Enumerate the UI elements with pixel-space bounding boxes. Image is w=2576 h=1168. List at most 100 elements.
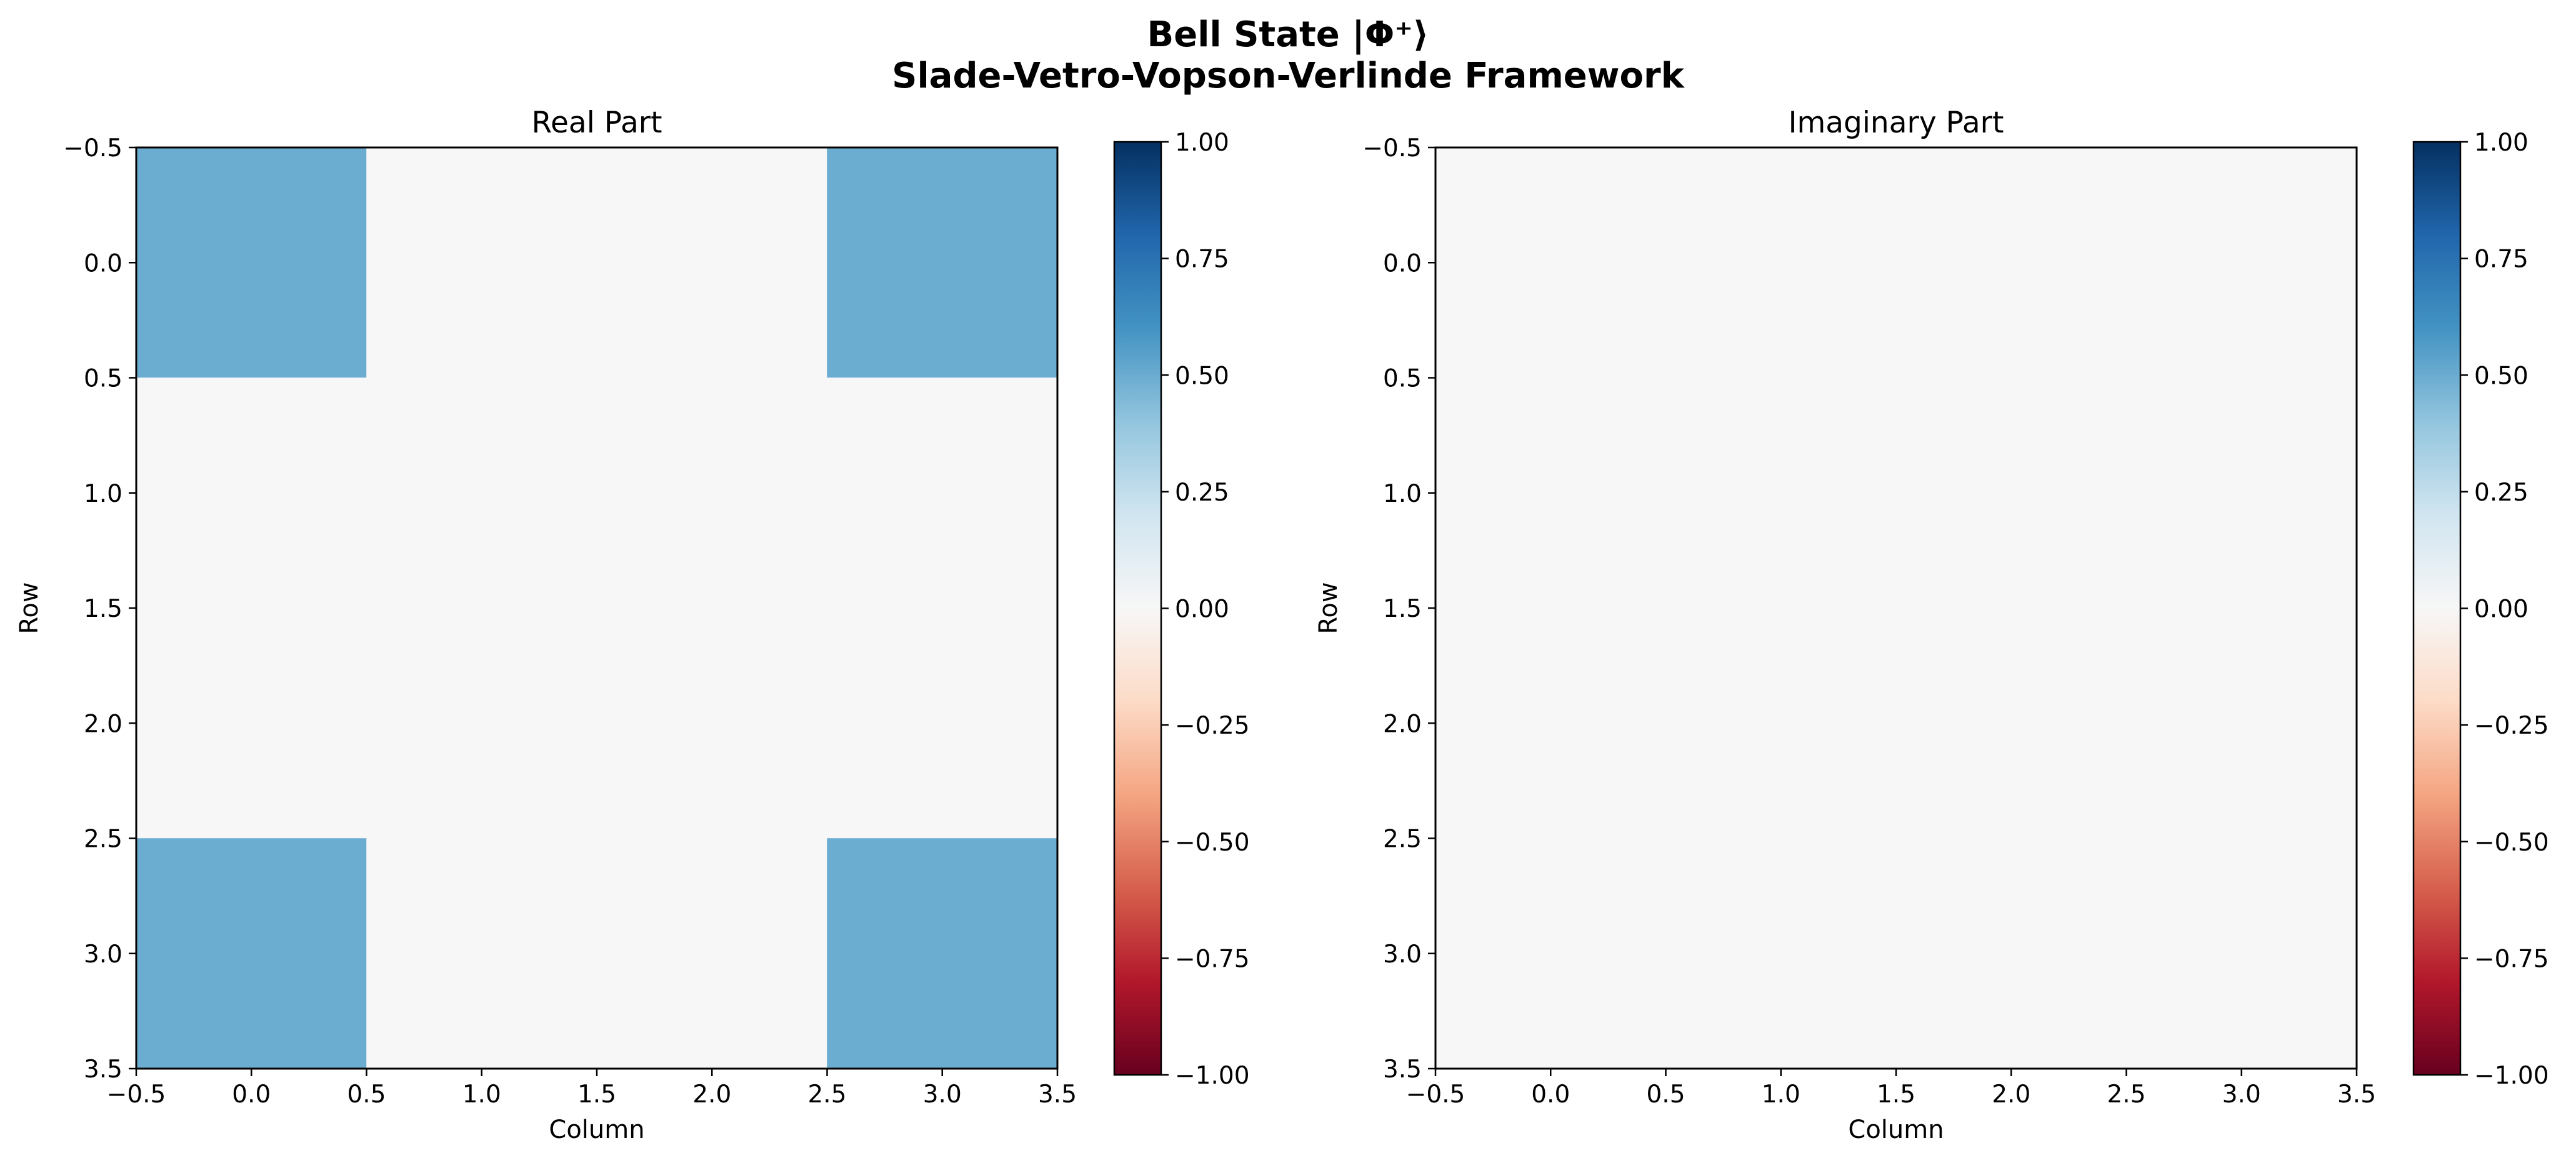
real-cell-r3-c0 xyxy=(136,838,367,1069)
real-colorbar-tick-label: 0.50 xyxy=(1175,362,1229,390)
real-colorbar-tick-label: 0.25 xyxy=(1175,479,1229,507)
imag-y-tick-label: 3.0 xyxy=(1383,941,1422,969)
real-x-tick-label: 3.5 xyxy=(1038,1081,1077,1109)
imag-cell-r3-c0 xyxy=(1435,838,1666,1069)
imag-cell-r2-c2 xyxy=(1895,607,2127,839)
real-cell-r2-c2 xyxy=(596,607,827,839)
real-colorbar-tick-label: −0.50 xyxy=(1175,829,1250,857)
real-x-tick-label: 2.0 xyxy=(692,1081,731,1109)
imag-colorbar-tick-label: 0.00 xyxy=(2474,596,2529,624)
real-colorbar-tick-label: −1.00 xyxy=(1175,1062,1250,1090)
real-colorbar-tick-label: 1.00 xyxy=(1175,129,1229,157)
imag-colorbar-tick-label: −1.00 xyxy=(2474,1062,2549,1090)
imag-x-tick-label: 0.0 xyxy=(1531,1081,1570,1109)
real-cell-r0-c1 xyxy=(366,147,597,378)
imag-x-tick-label: 2.0 xyxy=(1992,1081,2030,1109)
imag-cell-r2-c0 xyxy=(1435,607,1666,839)
imag-y-tick-label: −0.5 xyxy=(1362,134,1422,162)
real-x-tick-label: 2.5 xyxy=(807,1081,846,1109)
imag-y-tick-label: 1.0 xyxy=(1383,480,1422,508)
imag-cell-r1-c3 xyxy=(2126,377,2357,609)
real-cell-r3-c2 xyxy=(596,838,827,1069)
imag-cell-r3-c3 xyxy=(2126,838,2357,1069)
imag-x-tick-label: 1.5 xyxy=(1877,1081,1915,1109)
imag-colorbar-tick-label: −0.50 xyxy=(2474,829,2549,857)
real-cell-r1-c1 xyxy=(366,377,597,609)
figure-title-line1: Bell State |Φ⁺⟩ xyxy=(1147,14,1429,55)
real-colorbar-tick-label: 0.00 xyxy=(1175,596,1229,624)
real-y-tick-label: 0.0 xyxy=(84,249,122,277)
imag-cell-r2-c1 xyxy=(1665,607,1897,839)
imag-x-tick-label: −0.5 xyxy=(1406,1081,1465,1109)
real-y-tick-label: 2.0 xyxy=(84,710,122,738)
imag-y-tick-label: 2.5 xyxy=(1383,826,1422,854)
imag-cell-r0-c1 xyxy=(1665,147,1897,378)
imag-cell-r0-c3 xyxy=(2126,147,2357,378)
imag-colorbar-tick-label: −0.75 xyxy=(2474,945,2549,973)
imag-colorbar-tick-label: 1.00 xyxy=(2474,129,2529,157)
real-y-tick-label: 3.5 xyxy=(84,1056,122,1084)
real-y-axis-label: Row xyxy=(15,582,44,634)
imag-x-tick-label: 2.5 xyxy=(2107,1081,2145,1109)
real-y-tick-label: 2.5 xyxy=(84,826,122,854)
real-y-tick-label: −0.5 xyxy=(63,134,122,162)
imag-y-tick-label: 2.0 xyxy=(1383,710,1422,738)
imag-y-tick-label: 3.5 xyxy=(1383,1056,1422,1084)
real-subplot: −0.5 0.0 0.5 1.0 1.5 2.0 2.5 3.0 3.5−0.50.00.51.… xyxy=(15,106,1250,1144)
real-x-tick-label: −0.5 xyxy=(107,1081,166,1109)
real-x-tick-label: 0.5 xyxy=(347,1081,386,1109)
real-cell-r1-c3 xyxy=(827,377,1058,609)
imag-x-tick-label: 3.5 xyxy=(2337,1081,2376,1109)
imag-colorbar xyxy=(2414,142,2460,1075)
imag-subplot-title: Imaginary Part xyxy=(1789,106,2004,140)
real-subplot-title: Real Part xyxy=(531,106,662,140)
real-cell-r2-c1 xyxy=(366,607,597,839)
imag-x-tick-label: 0.5 xyxy=(1646,1081,1685,1109)
imag-cell-r0-c2 xyxy=(1895,147,2127,378)
real-colorbar-tick-label: −0.75 xyxy=(1175,945,1250,973)
real-y-tick-label: 1.0 xyxy=(84,480,122,508)
plots-container: −0.5 0.0 0.5 1.0 1.5 2.0 2.5 3.0 3.5−0.50.00.51.… xyxy=(15,106,2549,1144)
real-x-tick-label: 0.0 xyxy=(232,1081,271,1109)
imag-cell-r1-c2 xyxy=(1895,377,2127,609)
real-x-axis-label: Column xyxy=(549,1116,644,1144)
imag-x-tick-label: 1.0 xyxy=(1762,1081,1800,1109)
real-colorbar-tick-label: −0.25 xyxy=(1175,712,1250,740)
imag-cell-r2-c3 xyxy=(2126,607,2357,839)
imag-subplot: −0.5 0.0 0.5 1.0 1.5 2.0 2.5 3.0 3.5−0.50.00.51.… xyxy=(1314,106,2549,1144)
real-cell-r1-c0 xyxy=(136,377,367,609)
real-y-tick-label: 1.5 xyxy=(84,595,122,623)
imag-cell-r3-c1 xyxy=(1665,838,1897,1069)
imag-cell-r0-c0 xyxy=(1435,147,1666,378)
real-cell-r0-c2 xyxy=(596,147,827,378)
real-cell-r0-c0 xyxy=(136,147,367,378)
real-y-tick-label: 0.5 xyxy=(84,365,122,393)
real-y-tick-label: 3.0 xyxy=(84,941,122,969)
imag-colorbar-tick-label: 0.75 xyxy=(2474,246,2529,274)
imag-y-tick-label: 0.5 xyxy=(1383,365,1422,393)
real-x-tick-label: 3.0 xyxy=(923,1081,962,1109)
imag-colorbar-tick-label: 0.25 xyxy=(2474,479,2529,507)
figure-title-line2: Slade-Vetro-Vopson-Verlinde Framework xyxy=(892,56,1685,96)
imag-y-tick-label: 1.5 xyxy=(1383,595,1422,623)
real-cell-r3-c1 xyxy=(366,838,597,1069)
imag-cell-r1-c1 xyxy=(1665,377,1897,609)
imag-colorbar-tick-label: −0.25 xyxy=(2474,712,2549,740)
imag-y-axis-label: Row xyxy=(1314,582,1343,634)
real-colorbar-tick-label: 0.75 xyxy=(1175,246,1229,274)
real-cell-r2-c3 xyxy=(827,607,1058,839)
imag-y-tick-label: 0.0 xyxy=(1383,249,1422,277)
real-cell-r0-c3 xyxy=(827,147,1058,378)
real-x-tick-label: 1.5 xyxy=(577,1081,616,1109)
real-cell-r2-c0 xyxy=(136,607,367,839)
imag-cell-r3-c2 xyxy=(1895,838,2127,1069)
imag-cell-r1-c0 xyxy=(1435,377,1666,609)
real-x-tick-label: 1.0 xyxy=(462,1081,501,1109)
imag-x-axis-label: Column xyxy=(1848,1116,1944,1144)
real-cell-r1-c2 xyxy=(596,377,827,609)
real-cell-r3-c3 xyxy=(827,838,1058,1069)
real-colorbar xyxy=(1114,142,1161,1075)
imag-x-tick-label: 3.0 xyxy=(2222,1081,2261,1109)
imag-colorbar-tick-label: 0.50 xyxy=(2474,362,2529,390)
